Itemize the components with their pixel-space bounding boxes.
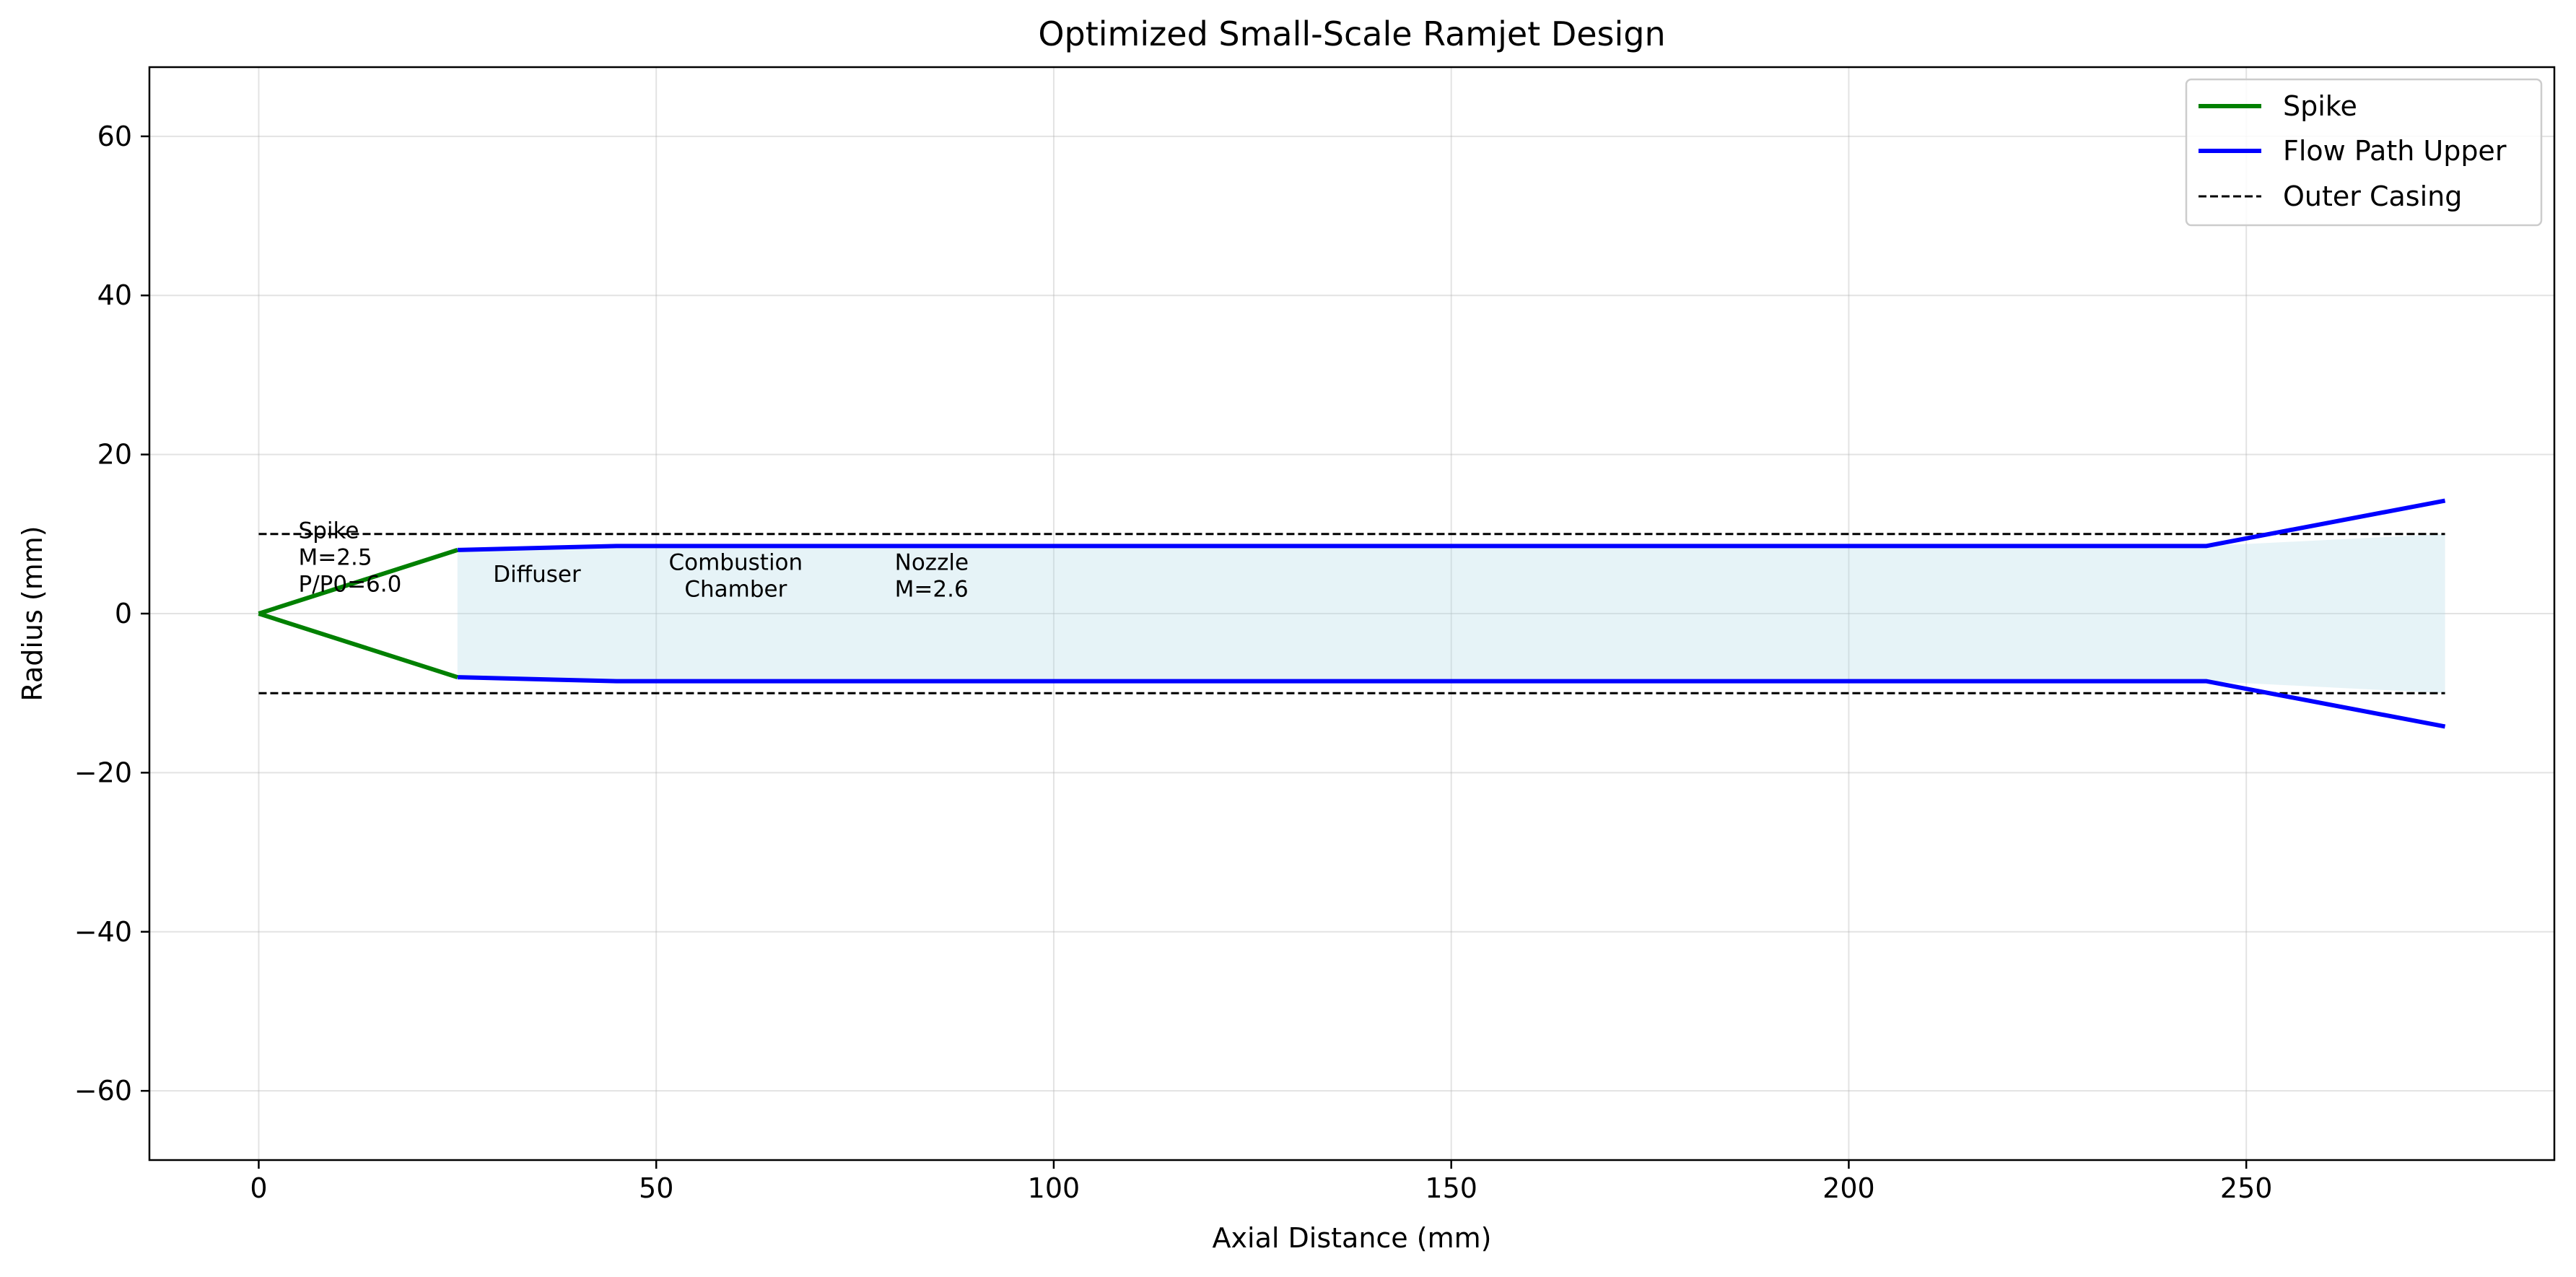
series-layer <box>258 498 2446 729</box>
annotation-label: Nozzle M=2.6 <box>895 549 969 602</box>
annotation-label: Diffuser <box>493 562 581 588</box>
y-tick-label: −60 <box>74 1075 132 1107</box>
chart-title: Optimized Small-Scale Ramjet Design <box>1038 14 1665 53</box>
flow-path-upper-line-upper <box>457 498 2446 552</box>
x-tick-label: 200 <box>1822 1172 1875 1204</box>
fill-layer <box>457 533 2445 694</box>
spike-line-upper <box>258 547 458 616</box>
x-tick-label: 50 <box>639 1172 673 1204</box>
legend-label-flow-path: Flow Path Upper <box>2283 135 2507 167</box>
x-tick-label: 150 <box>1425 1172 1477 1204</box>
legend-label-outer-casing: Outer Casing <box>2283 180 2462 212</box>
x-tick-label: 250 <box>2220 1172 2273 1204</box>
grid-layer <box>149 67 2554 1160</box>
x-tick-label: 100 <box>1028 1172 1080 1204</box>
y-tick-label: 0 <box>115 598 132 629</box>
y-tick-label: −40 <box>74 916 132 948</box>
y-axis-label: Radius (mm) <box>17 526 48 701</box>
tick-layer: 0 50 100 150 200 250 −60 −40 −20 0 20 40 60 <box>74 121 2273 1204</box>
y-tick-label: −20 <box>74 757 132 788</box>
x-tick-label: 0 <box>250 1172 267 1204</box>
x-axis-label: Axial Distance (mm) <box>1213 1222 1492 1254</box>
annotation-layer: Spike M=2.5 P/P0=6.0 Diffuser Combustion Cham… <box>299 518 969 602</box>
legend: Spike Flow Path Upper Outer Casing <box>2185 78 2543 227</box>
annotation-label: Combustion Chamber <box>669 549 803 602</box>
legend-box <box>2185 78 2543 227</box>
y-tick-label: 20 <box>97 439 132 471</box>
annotation-label: Spike M=2.5 P/P0=6.0 <box>299 518 402 597</box>
spike-line-lower <box>258 611 458 680</box>
legend-label-spike: Spike <box>2283 90 2357 122</box>
y-tick-label: 40 <box>97 279 132 311</box>
flow-region-fill <box>457 533 2445 694</box>
y-tick-label: 60 <box>97 121 132 152</box>
flow-path-upper-line-lower <box>457 675 2446 729</box>
